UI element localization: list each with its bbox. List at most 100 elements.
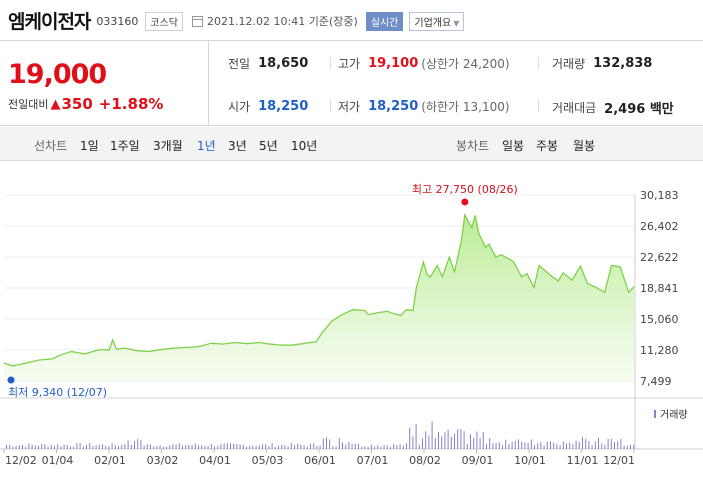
volume-bar — [255, 446, 257, 449]
tab-5year[interactable]: 5년 — [259, 139, 278, 153]
low-annotation: 최저 9,340 (12/07) — [8, 386, 107, 399]
volume-bar — [9, 444, 11, 449]
low-marker — [7, 376, 15, 384]
realtime-button[interactable]: 실시간 — [365, 11, 404, 31]
volume-bar — [41, 443, 43, 449]
stat-volume-label: 거래량 — [552, 57, 586, 71]
volume-bar — [76, 443, 78, 449]
volume-bar — [214, 446, 215, 449]
volume-bar — [217, 445, 219, 449]
volume-legend-swatch — [654, 410, 656, 418]
volume-bar — [172, 444, 174, 449]
volume-bar — [345, 444, 347, 449]
tab-monthly-candle[interactable]: 월봉 — [573, 139, 596, 153]
y-tick-label: 15,060 — [640, 313, 679, 326]
divider — [538, 57, 539, 69]
volume-bar — [242, 444, 244, 449]
volume-bar — [482, 431, 484, 449]
volume-bar — [262, 444, 263, 449]
volume-bar — [44, 444, 46, 449]
volume-bar — [377, 445, 379, 449]
stat-high-limit: (상한가 24,200) — [421, 57, 510, 71]
volume-bar — [281, 444, 283, 449]
x-tick-label: 01/04 — [42, 454, 74, 467]
volume-bar — [380, 446, 382, 449]
volume-bar — [550, 441, 551, 449]
volume-bar — [396, 445, 398, 449]
y-tick-label: 22,622 — [640, 251, 679, 264]
price-chart: 30,183 26,402 22,622 18,841 15,060 11,280 7,49… — [0, 162, 703, 480]
volume-bar — [434, 438, 436, 449]
divider — [538, 100, 539, 112]
volume-bar — [210, 444, 212, 449]
volume-bar — [185, 445, 187, 449]
change-percent: +1.88% — [98, 95, 164, 113]
volume-bar — [578, 441, 580, 449]
tab-daily-candle[interactable]: 일봉 — [502, 139, 525, 153]
volume-bar — [54, 446, 55, 449]
volume-bar — [585, 438, 587, 449]
volume-bar — [258, 445, 260, 449]
volume-bar — [124, 444, 126, 449]
tab-weekly-candle[interactable]: 주봉 — [536, 139, 559, 153]
volume-bar — [444, 432, 446, 449]
volume-bar — [111, 443, 113, 449]
volume-bar — [498, 442, 500, 449]
volume-bar — [18, 445, 20, 449]
x-tick-label: 06/01 — [304, 454, 336, 467]
stat-prev-value: 18,650 — [258, 56, 309, 71]
volume-bar — [454, 433, 455, 449]
tab-1week[interactable]: 1주일 — [110, 139, 140, 153]
stat-high: 고가 19,100 (상한가 24,200) — [338, 55, 510, 72]
volume-bar — [537, 443, 539, 449]
volume-bar — [530, 439, 532, 449]
x-tick-label: 09/01 — [462, 454, 494, 467]
volume-bar — [582, 436, 583, 449]
tab-1day[interactable]: 1일 — [80, 139, 99, 153]
tab-3year[interactable]: 3년 — [228, 139, 247, 153]
volume-bar — [50, 445, 52, 449]
volume-bar — [252, 445, 254, 449]
tab-3month[interactable]: 3개월 — [153, 139, 183, 153]
volume-bar — [470, 434, 471, 449]
tab-1year[interactable]: 1년 — [197, 139, 216, 153]
volume-bar — [239, 444, 241, 449]
volume-bar — [188, 445, 190, 449]
volume-bar — [534, 445, 535, 449]
volume-bar — [556, 443, 558, 449]
volume-bar — [306, 446, 308, 449]
volume-bar — [412, 436, 414, 449]
volume-bar — [290, 443, 292, 449]
volume-bar — [614, 441, 615, 449]
x-tick-label: 02/01 — [94, 454, 126, 467]
volume-bar — [521, 441, 523, 449]
volume-bar — [367, 447, 369, 449]
volume-bar — [575, 440, 577, 449]
volume-bar — [361, 446, 363, 449]
volume-bar — [102, 444, 103, 449]
volume-bar — [95, 445, 97, 449]
volume-bar — [73, 446, 75, 449]
volume-bar — [220, 443, 222, 449]
volume-bar — [182, 445, 183, 449]
volume-bar — [146, 444, 148, 449]
volume-bar — [591, 445, 593, 449]
corp-info-dropdown[interactable]: 기업개요 ▼ — [409, 11, 465, 31]
stock-code: 033160 — [96, 15, 139, 28]
x-tick-label: 10/01 — [514, 454, 546, 467]
volume-bar — [303, 445, 305, 449]
volume-bar — [505, 439, 507, 449]
volume-bar — [198, 445, 199, 449]
volume-bar — [92, 446, 94, 449]
volume-bar — [156, 446, 158, 449]
volume-bar — [463, 431, 465, 449]
volume-bar — [438, 432, 439, 449]
chevron-down-icon: ▼ — [453, 18, 460, 28]
tab-10year[interactable]: 10년 — [291, 139, 318, 153]
volume-bar — [342, 442, 343, 449]
volume-bar — [150, 444, 151, 449]
volume-bar — [223, 443, 225, 449]
volume-bar — [495, 443, 497, 449]
volume-bar — [338, 438, 340, 449]
volume-bar — [511, 441, 513, 449]
